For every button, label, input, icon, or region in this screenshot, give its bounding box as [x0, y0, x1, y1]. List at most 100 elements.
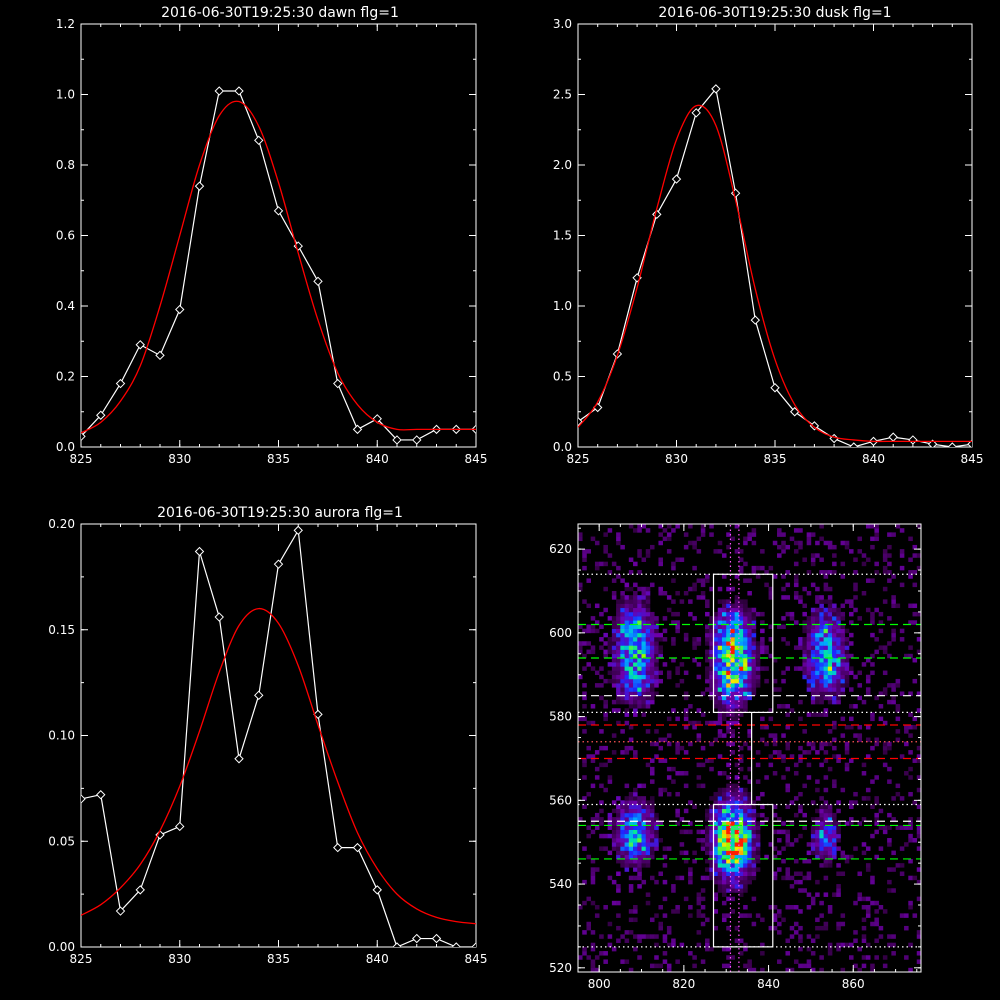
image-heatmap-cell	[777, 829, 782, 835]
image-heatmap-cell	[844, 649, 850, 655]
image-heatmap-cell	[840, 649, 846, 655]
image-heatmap-cell	[645, 854, 651, 860]
image-heatmap-cell	[743, 808, 748, 814]
image-heatmap-cell	[590, 942, 596, 948]
image-heatmap-cell	[832, 817, 837, 822]
image-heatmap-cell	[768, 733, 774, 738]
image-heatmap-cell	[726, 775, 731, 780]
image-heatmap-cell	[819, 808, 824, 814]
image-heatmap-cell	[840, 733, 846, 738]
image-heatmap-cell	[683, 708, 689, 713]
image-heatmap-cell	[844, 544, 850, 550]
image-heatmap-cell	[726, 687, 731, 692]
image-heatmap-cell	[671, 938, 676, 943]
image-heatmap-cell	[874, 737, 879, 743]
aurora-x-tick-label: 835	[267, 952, 290, 966]
image-heatmap-cell	[654, 649, 659, 655]
image-heatmap-cell	[823, 670, 829, 676]
image-heatmap-cell	[760, 942, 765, 948]
image-heatmap-cell	[738, 913, 744, 918]
image-heatmap-cell	[908, 791, 913, 797]
image-heatmap-cell	[836, 637, 841, 642]
image-y-tick-label: 580	[549, 710, 572, 724]
image-heatmap-cell	[908, 645, 913, 650]
image-heatmap-cell	[743, 838, 748, 843]
image-heatmap-cell	[624, 863, 630, 868]
dusk-y-tick-label: 3.0	[553, 17, 572, 31]
aurora-data-point	[273, 559, 284, 569]
aurora-data-point	[175, 821, 185, 832]
image-heatmap-cell	[738, 846, 744, 851]
image-heatmap-cell	[662, 938, 668, 943]
image-heatmap-cell	[916, 637, 922, 642]
image-heatmap-cell	[730, 909, 735, 914]
image-heatmap-cell	[709, 674, 714, 680]
image-heatmap-cell	[641, 821, 647, 826]
aurora-plot-frame	[80, 523, 477, 948]
image-heatmap-cell	[726, 884, 731, 889]
image-heatmap-cell	[633, 590, 638, 596]
image-heatmap-cell	[751, 858, 757, 864]
image-heatmap-cell	[755, 674, 761, 680]
image-heatmap-cell	[908, 875, 913, 881]
image-heatmap-cell	[781, 544, 786, 550]
image-heatmap-cell	[721, 674, 727, 680]
image-heatmap-cell	[785, 570, 791, 575]
image-heatmap-cell	[747, 628, 752, 634]
image-heatmap-cell	[658, 586, 663, 592]
image-heatmap-cell	[645, 649, 651, 655]
image-heatmap-cell	[624, 666, 630, 671]
image-heatmap-cell	[734, 645, 740, 650]
image-heatmap-cell	[721, 611, 727, 617]
image-heatmap-cell	[594, 967, 600, 973]
image-heatmap-cell	[827, 741, 833, 747]
image-heatmap-cell	[666, 741, 672, 747]
image-heatmap-cell	[819, 649, 824, 655]
image-heatmap-cell	[844, 766, 850, 772]
image-heatmap-cell	[721, 637, 727, 642]
image-heatmap-cell	[705, 599, 710, 604]
image-heatmap-cell	[649, 741, 655, 747]
image-heatmap-cell	[616, 817, 621, 822]
image-heatmap-cell	[777, 704, 782, 709]
image-heatmap-cell	[709, 632, 714, 638]
image-heatmap-cell	[772, 917, 778, 923]
image-heatmap-cell	[620, 695, 625, 701]
image-heatmap-cell	[628, 674, 634, 680]
image-heatmap-cell	[726, 616, 731, 621]
image-heatmap-cell	[882, 750, 888, 755]
image-heatmap-cell	[675, 909, 680, 914]
image-heatmap-cell	[633, 863, 638, 868]
image-heatmap-cell	[777, 687, 782, 692]
image-heatmap-cell	[662, 536, 668, 542]
image-heatmap-cell	[649, 963, 655, 969]
image-heatmap-cell	[620, 699, 625, 705]
image-heatmap-cell	[730, 829, 735, 835]
image-heatmap-cell	[658, 871, 663, 877]
image-heatmap-cell	[590, 704, 596, 709]
image-heatmap-cell	[696, 775, 702, 780]
image-heatmap-cell	[827, 846, 833, 851]
image-heatmap-cell	[637, 955, 642, 960]
image-heatmap-cell	[645, 934, 651, 939]
image-heatmap-cell	[785, 871, 791, 877]
image-heatmap-cell	[637, 850, 642, 856]
image-heatmap-cell	[823, 850, 829, 856]
image-heatmap-cell	[633, 699, 638, 705]
image-heatmap-cell	[649, 653, 655, 659]
image-heatmap-cell	[806, 628, 812, 634]
image-heatmap-cell	[633, 599, 638, 604]
image-heatmap-cell	[586, 854, 592, 860]
image-heatmap-cell	[654, 846, 659, 851]
image-heatmap-cell	[836, 888, 841, 893]
image-heatmap-cell	[620, 825, 625, 830]
image-heatmap-cell	[793, 578, 799, 583]
image-heatmap-cell	[823, 829, 829, 835]
image-heatmap-cell	[705, 653, 710, 659]
image-heatmap-cell	[853, 938, 858, 943]
image-heatmap-cell	[726, 712, 731, 717]
image-heatmap-cell	[649, 544, 655, 550]
image-heatmap-cell	[654, 754, 659, 759]
image-heatmap-cell	[586, 549, 592, 554]
image-heatmap-cell	[738, 833, 744, 839]
